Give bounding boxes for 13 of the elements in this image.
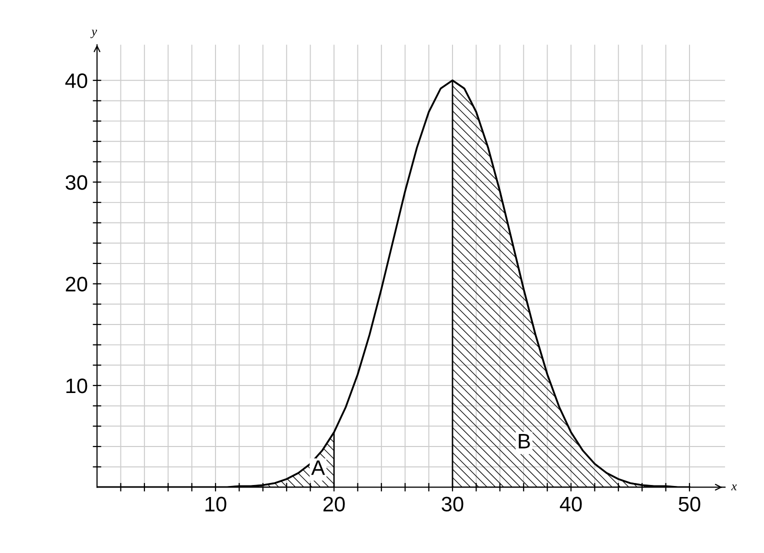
annotation: B	[518, 434, 530, 448]
y-axis-title: y	[90, 30, 98, 38]
y-tick-label: 10	[66, 378, 88, 394]
y-tick-label: 40	[65, 73, 88, 88]
x-tick-label: 10	[206, 496, 226, 512]
x-tick-label: 20	[323, 496, 345, 512]
x-tick-label: 50	[678, 496, 700, 512]
annotation: A	[311, 460, 325, 475]
y-tick-label: 20	[66, 276, 88, 292]
y-tick-label: 30	[66, 175, 88, 190]
x-axis-title: x	[731, 484, 737, 490]
x-tick-label: 30	[442, 496, 464, 512]
x-tick-label: 40	[560, 496, 582, 512]
